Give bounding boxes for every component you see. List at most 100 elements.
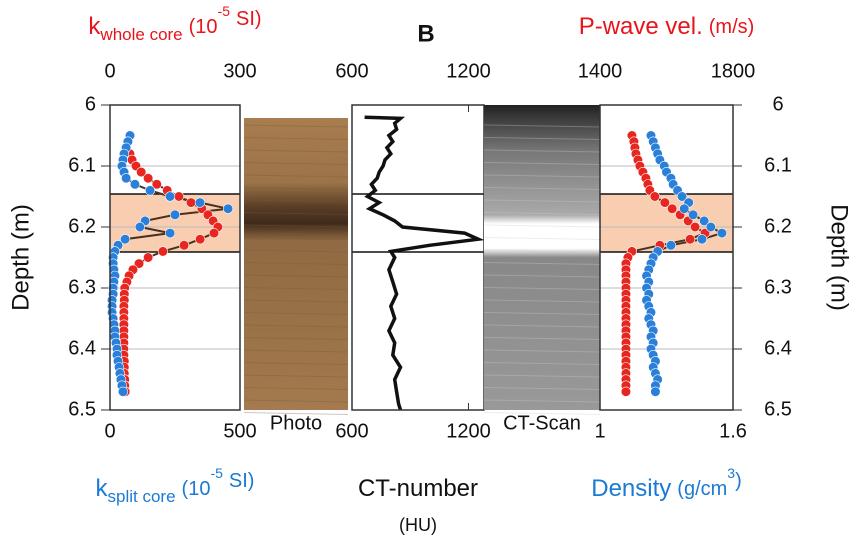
point bbox=[164, 228, 176, 239]
texture bbox=[243, 349, 349, 353]
texture bbox=[243, 124, 349, 128]
y-tick-label: 6.1 bbox=[764, 154, 792, 176]
point bbox=[195, 234, 206, 245]
panel-label: CT-Scan bbox=[503, 412, 581, 434]
point bbox=[659, 197, 670, 208]
y-tick-label: 6.2 bbox=[68, 215, 96, 237]
texture bbox=[243, 249, 349, 253]
point bbox=[716, 228, 728, 239]
texture bbox=[483, 212, 601, 215]
texture bbox=[483, 362, 601, 365]
y-axis-label: Depth (m) bbox=[826, 204, 853, 311]
point bbox=[649, 191, 660, 202]
axis-label: Density (g/cm3) bbox=[591, 465, 742, 503]
texture bbox=[483, 124, 601, 128]
point bbox=[121, 173, 132, 184]
point bbox=[129, 179, 141, 190]
texture bbox=[483, 312, 601, 315]
y-axis-label: Depth (m) bbox=[7, 204, 34, 311]
axis-label: CT-number (HU) bbox=[358, 475, 478, 534]
core-photo bbox=[244, 118, 348, 410]
y-tick-label: 6.5 bbox=[764, 398, 792, 420]
texture bbox=[483, 387, 601, 390]
y-tick-label: 6.4 bbox=[68, 337, 96, 359]
x-tick-label: 1200 bbox=[446, 420, 491, 442]
point bbox=[134, 221, 145, 233]
x-tick-label: 600 bbox=[335, 420, 368, 442]
point bbox=[194, 197, 206, 208]
y-tick-label: 6.5 bbox=[68, 398, 96, 420]
label-part: -5 bbox=[218, 3, 231, 19]
point bbox=[151, 179, 162, 190]
label-part: (10 bbox=[182, 478, 211, 500]
point bbox=[620, 386, 632, 397]
label-part: -5 bbox=[210, 465, 223, 481]
point bbox=[157, 246, 168, 257]
plot-area bbox=[352, 105, 484, 410]
texture bbox=[243, 337, 349, 340]
texture bbox=[243, 274, 349, 278]
axis-label: kwhole core (10-5 SI) bbox=[88, 3, 261, 45]
texture bbox=[483, 412, 601, 415]
x-tick-label: 1.6 bbox=[719, 420, 747, 442]
panel-label: Photo bbox=[270, 412, 322, 434]
point bbox=[173, 191, 184, 202]
texture bbox=[483, 137, 601, 140]
texture bbox=[483, 324, 601, 328]
point bbox=[144, 185, 156, 196]
texture bbox=[243, 187, 349, 190]
texture bbox=[243, 299, 349, 303]
point bbox=[689, 221, 701, 233]
point bbox=[133, 258, 145, 269]
y-tick-label: 6 bbox=[85, 93, 96, 115]
texture bbox=[483, 237, 601, 240]
texture bbox=[483, 199, 601, 203]
texture bbox=[483, 187, 601, 190]
texture bbox=[483, 149, 601, 153]
texture bbox=[243, 212, 349, 215]
texture bbox=[483, 299, 601, 303]
label-part: split core bbox=[108, 487, 176, 506]
label-part: whole core bbox=[99, 25, 182, 44]
point bbox=[667, 203, 678, 214]
texture bbox=[243, 287, 349, 290]
texture bbox=[483, 174, 601, 178]
series-line bbox=[364, 115, 485, 411]
point bbox=[208, 228, 220, 239]
y-tick-label: 6 bbox=[772, 93, 783, 115]
y-tick-label: 6.4 bbox=[764, 337, 792, 359]
x2-tick-label: 300 bbox=[223, 60, 256, 82]
texture bbox=[483, 274, 601, 278]
texture bbox=[243, 312, 349, 315]
label-part: SI) bbox=[229, 470, 255, 492]
point bbox=[696, 234, 708, 245]
point bbox=[222, 203, 234, 214]
point bbox=[143, 173, 154, 184]
texture bbox=[483, 337, 601, 340]
plot-area bbox=[600, 105, 733, 410]
point bbox=[179, 240, 190, 251]
texture bbox=[243, 237, 349, 240]
y-tick-label: 6.1 bbox=[68, 154, 96, 176]
y-tick-label: 6.3 bbox=[68, 276, 96, 298]
label-part: 3 bbox=[727, 465, 735, 481]
texture bbox=[483, 349, 601, 353]
axis-label: P-wave vel. (m/s) bbox=[579, 13, 755, 40]
texture bbox=[243, 387, 349, 390]
chart-title: B bbox=[417, 20, 434, 47]
x2-tick-label: 1200 bbox=[446, 60, 491, 82]
point bbox=[169, 209, 181, 220]
texture bbox=[243, 324, 349, 328]
texture bbox=[243, 199, 349, 203]
label-part: CT-number bbox=[358, 475, 478, 502]
texture bbox=[243, 374, 349, 378]
label-part: (g/cm bbox=[677, 478, 727, 500]
point bbox=[143, 252, 154, 263]
texture bbox=[243, 399, 349, 403]
texture bbox=[483, 262, 601, 265]
x2-tick-label: 1400 bbox=[578, 60, 623, 82]
texture bbox=[243, 412, 349, 415]
x-tick-label: 1 bbox=[594, 420, 605, 442]
point bbox=[687, 209, 699, 220]
